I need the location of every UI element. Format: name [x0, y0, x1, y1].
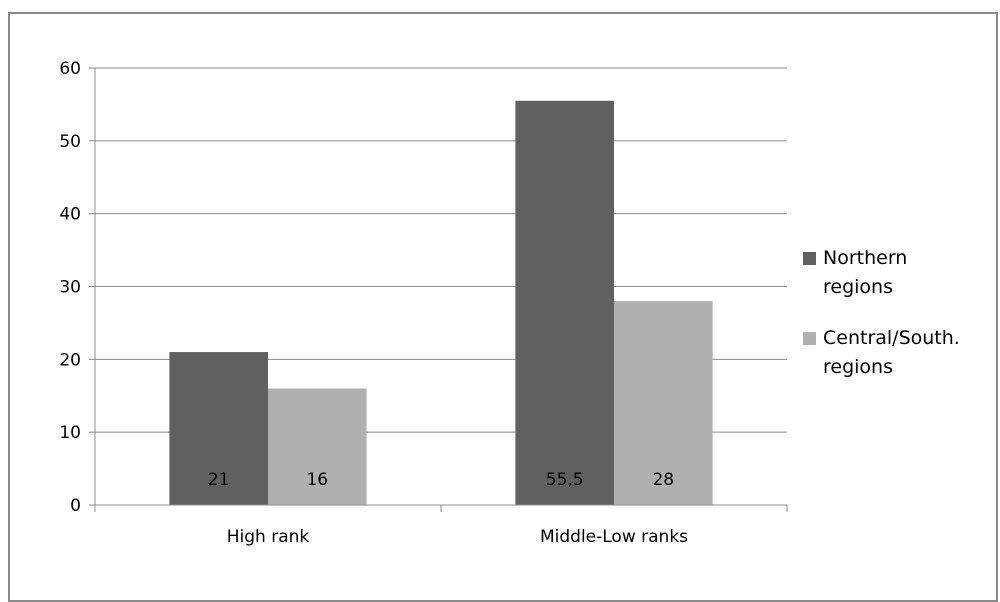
y-tick-label-0: 0	[70, 496, 81, 516]
data-label-northern-1: 55,5	[546, 470, 584, 490]
legend-label-central-south: Central/South. regions	[823, 327, 960, 378]
y-tick-label-40: 40	[59, 205, 81, 225]
data-label-central-south-1: 28	[652, 470, 674, 490]
y-tick-label-10: 10	[59, 423, 81, 443]
y-tick-label-60: 60	[59, 59, 81, 79]
y-tick-label-20: 20	[59, 350, 81, 370]
legend: Northern regions Central/South. regions	[803, 244, 960, 404]
axes	[89, 67, 788, 512]
data-label-northern-0: 21	[208, 470, 230, 490]
legend-item-central-south: Central/South. regions	[803, 324, 960, 382]
data-labels: 21 16 55,5 28	[208, 470, 674, 490]
data-label-central-south-0: 16	[306, 470, 328, 490]
x-category-labels: High rank Middle-Low ranks	[227, 527, 688, 547]
legend-swatch-northern	[803, 252, 816, 265]
bars	[169, 100, 713, 506]
bar-northern-1	[515, 100, 614, 506]
legend-swatch-central-south	[803, 332, 816, 345]
legend-item-northern: Northern regions	[803, 244, 953, 302]
y-tick-label-50: 50	[59, 132, 81, 152]
bar-central-south-1	[614, 301, 713, 505]
y-tick-label-30: 30	[59, 278, 81, 298]
legend-label-northern: Northern regions	[823, 247, 908, 298]
x-category-label-1: Middle-Low ranks	[540, 527, 688, 547]
x-category-label-0: High rank	[227, 527, 310, 547]
bar-central-south-0	[268, 388, 367, 505]
y-tick-labels: 0 10 20 30 40 50 60	[59, 59, 81, 516]
bar-northern-0	[169, 352, 268, 505]
